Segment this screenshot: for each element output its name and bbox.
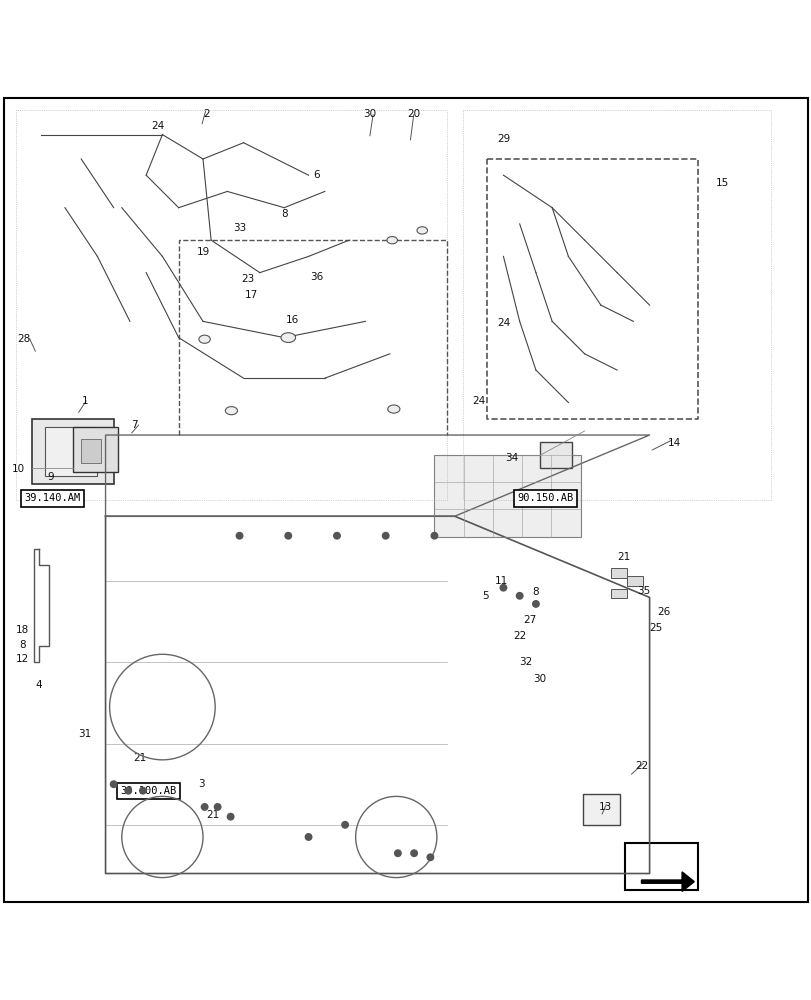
Text: 22: 22 [634,761,647,771]
Bar [539,442,572,468]
Bar [582,794,619,825]
Circle shape [427,854,433,861]
Text: 21: 21 [616,552,629,562]
Text: 5: 5 [482,591,488,601]
Text: 4: 4 [36,680,42,690]
Text: 25: 25 [649,623,662,633]
Circle shape [214,804,221,810]
Circle shape [333,532,340,539]
Bar [610,589,626,598]
Text: 39.100.AB: 39.100.AB [120,786,176,796]
Text: 32: 32 [519,657,532,667]
Circle shape [110,781,117,787]
Text: 23: 23 [241,274,254,284]
Text: 11: 11 [495,576,508,586]
Circle shape [227,813,234,820]
Ellipse shape [281,333,295,342]
Text: 35: 35 [637,586,650,596]
Bar [610,568,626,578]
Bar [32,419,114,484]
Text: 26: 26 [657,607,670,617]
Text: 8: 8 [19,640,26,650]
Text: 28: 28 [18,334,31,344]
Text: 24: 24 [152,121,165,131]
Text: 1: 1 [82,396,88,406]
Text: 29: 29 [496,134,509,144]
Circle shape [341,822,348,828]
Circle shape [139,787,146,794]
Circle shape [394,850,401,856]
Text: 30: 30 [533,674,546,684]
Text: 13: 13 [598,802,611,812]
Text: 14: 14 [667,438,680,448]
Bar [73,427,118,472]
Text: 30: 30 [363,109,375,119]
Circle shape [201,804,208,810]
Text: 10: 10 [12,464,25,474]
Text: 31: 31 [79,729,92,739]
Circle shape [410,850,417,856]
Text: 39.140.AM: 39.140.AM [24,493,80,503]
Text: 7: 7 [131,420,137,430]
Circle shape [125,787,131,794]
Text: 8: 8 [532,587,539,597]
Ellipse shape [199,335,210,343]
Text: 3: 3 [198,779,204,789]
Text: 17: 17 [245,290,258,300]
Text: 24: 24 [496,318,509,328]
Text: 22: 22 [513,631,526,641]
Text: 19: 19 [196,247,209,257]
Bar [624,843,697,890]
Bar [45,427,97,476]
Text: 16: 16 [285,315,298,325]
Circle shape [500,584,506,591]
Circle shape [516,593,522,599]
Text: 27: 27 [522,615,535,625]
Text: 18: 18 [16,625,29,635]
Circle shape [305,834,311,840]
Bar [434,455,580,537]
Text: 6: 6 [313,170,320,180]
Ellipse shape [388,405,399,413]
Text: 2: 2 [204,109,210,119]
Ellipse shape [417,227,427,234]
Polygon shape [641,872,693,891]
Circle shape [532,601,539,607]
Circle shape [431,532,437,539]
Text: 34: 34 [504,453,517,463]
Text: 90.150.AB: 90.150.AB [517,493,573,503]
Circle shape [236,532,242,539]
Ellipse shape [386,237,397,244]
Text: 15: 15 [715,178,728,188]
Text: 20: 20 [407,109,420,119]
Bar [626,576,642,586]
Text: 12: 12 [16,654,29,664]
Text: 9: 9 [47,472,54,482]
Bar [81,439,101,463]
Text: 21: 21 [206,810,219,820]
Circle shape [285,532,291,539]
Text: 24: 24 [472,396,485,406]
Text: 36: 36 [310,272,323,282]
Text: 8: 8 [281,209,287,219]
Ellipse shape [225,407,237,415]
Circle shape [382,532,388,539]
Text: 33: 33 [233,223,246,233]
Text: 21: 21 [133,753,146,763]
